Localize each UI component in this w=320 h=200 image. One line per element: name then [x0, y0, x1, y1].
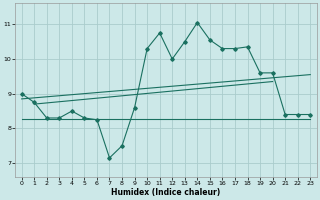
X-axis label: Humidex (Indice chaleur): Humidex (Indice chaleur) — [111, 188, 220, 197]
